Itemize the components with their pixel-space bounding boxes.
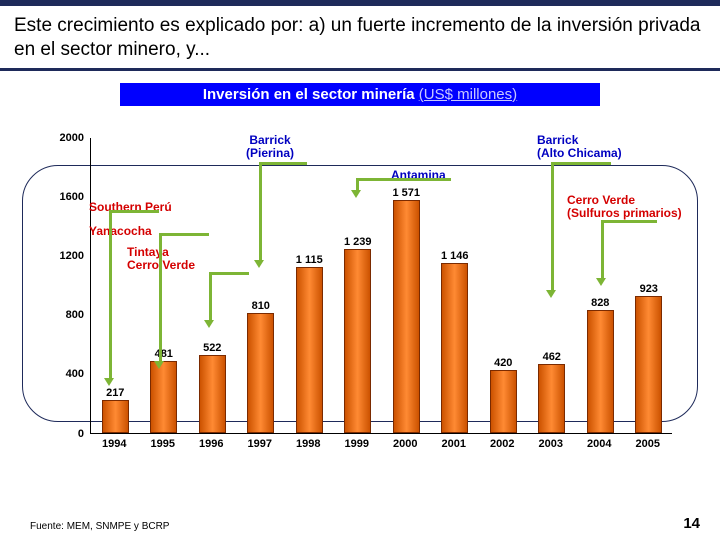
arrow-3 [204,320,214,328]
arrow-1 [104,378,114,386]
bar [296,267,323,432]
x-tick: 1996 [199,438,223,450]
bar-value-label: 828 [591,297,609,309]
bar [247,313,274,433]
x-tick: 2001 [442,438,466,450]
x-tick: 1994 [102,438,126,450]
bar [441,263,468,433]
y-tick: 1200 [38,250,90,262]
arrow-6 [546,290,556,298]
x-tick: 2004 [587,438,611,450]
y-tick: 2000 [38,132,90,144]
bar-value-label: 1 239 [344,236,372,248]
chart-subtitle: Inversión en el sector minería (US$ mill… [120,83,600,106]
x-tick: 2003 [539,438,563,450]
arrow-4 [254,260,264,268]
elbow-7 [601,220,657,280]
y-tick: 800 [38,309,90,321]
bar-value-label: 810 [252,300,270,312]
slide-title: Este crecimiento es explicado por: a) un… [0,6,720,68]
x-tick: 2005 [636,438,660,450]
arrow-2 [154,361,164,369]
x-tick: 1997 [248,438,272,450]
elbow-1 [109,210,159,380]
bar [102,400,129,432]
bar-value-label: 420 [494,357,512,369]
callout-barrick-pierina: Barrick (Pierina) [246,134,294,160]
y-tick: 0 [38,428,90,440]
bar-value-label: 1 146 [441,250,469,262]
elbow-5 [356,178,451,192]
bar [587,310,614,433]
y-tick: 400 [38,368,90,380]
bar [635,296,662,433]
page-number: 14 [683,515,700,532]
y-tick: 1600 [38,191,90,203]
elbow-2 [159,233,209,363]
callout-barrick-alto: Barrick (Alto Chicama) [537,134,622,160]
bar-value-label: 217 [106,387,124,399]
source-text: Fuente: MEM, SNMPE y BCRP [30,521,169,532]
subtitle-main: Inversión en el sector minería [203,86,415,103]
bar-value-label: 462 [543,351,561,363]
x-tick: 1998 [296,438,320,450]
x-tick: 1995 [151,438,175,450]
subtitle-unit: (US$ millones) [419,86,517,103]
footer: Fuente: MEM, SNMPE y BCRP 14 [30,515,700,532]
bar-value-label: 923 [640,283,658,295]
x-tick: 2002 [490,438,514,450]
slide-body: Inversión en el sector minería (US$ mill… [0,71,720,458]
bar [393,200,420,433]
bar [199,355,226,432]
elbow-4 [259,162,307,262]
bar [490,370,517,432]
bar [344,249,371,432]
x-tick: 1999 [345,438,369,450]
plot-area: 2174815228101 1151 2391 5711 14642046282… [90,138,672,434]
bar [538,364,565,432]
chart: 0400800120016002000 2174815228101 1151 2… [38,118,682,458]
elbow-3 [209,272,249,322]
arrow-7 [596,278,606,286]
arrow-5 [351,190,361,198]
x-tick: 2000 [393,438,417,450]
